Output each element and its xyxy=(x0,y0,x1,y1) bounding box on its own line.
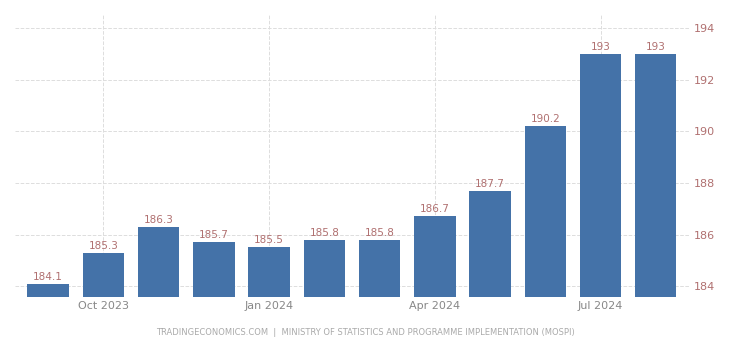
Bar xyxy=(635,54,677,340)
Text: 185.5: 185.5 xyxy=(254,235,284,245)
Bar xyxy=(359,240,400,340)
Text: TRADINGECONOMICS.COM  |  MINISTRY OF STATISTICS AND PROGRAMME IMPLEMENTATION (MO: TRADINGECONOMICS.COM | MINISTRY OF STATI… xyxy=(155,328,575,337)
Bar xyxy=(414,217,456,340)
Bar xyxy=(138,227,180,340)
Text: 190.2: 190.2 xyxy=(531,114,560,124)
Bar xyxy=(82,253,124,340)
Bar xyxy=(580,54,621,340)
Text: 193: 193 xyxy=(591,42,610,52)
Text: 185.7: 185.7 xyxy=(199,230,228,240)
Text: 185.3: 185.3 xyxy=(88,241,118,251)
Bar xyxy=(469,191,511,340)
Text: 185.8: 185.8 xyxy=(364,228,394,238)
Text: 186.3: 186.3 xyxy=(144,215,174,225)
Text: 184.1: 184.1 xyxy=(33,272,63,282)
Text: 185.8: 185.8 xyxy=(310,228,339,238)
Text: 187.7: 187.7 xyxy=(475,178,505,189)
Text: 193: 193 xyxy=(646,42,666,52)
Bar xyxy=(193,242,234,340)
Bar xyxy=(28,284,69,340)
Text: 186.7: 186.7 xyxy=(420,204,450,215)
Bar xyxy=(525,126,566,340)
Bar xyxy=(248,248,290,340)
Bar xyxy=(304,240,345,340)
